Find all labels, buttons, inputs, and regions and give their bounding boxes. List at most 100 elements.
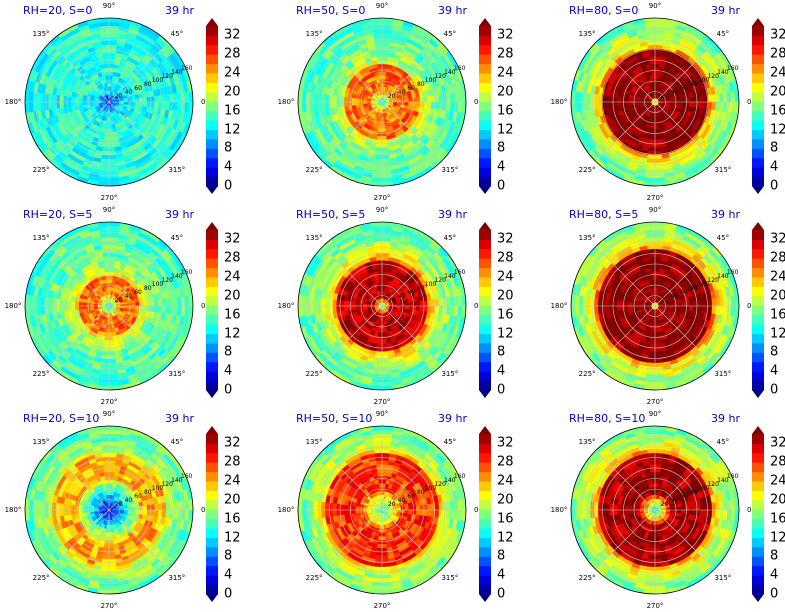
heat-cell — [100, 40, 110, 46]
angular-gridline — [49, 42, 110, 103]
colorbar-segment — [206, 230, 218, 240]
heat-cell — [704, 101, 709, 110]
heat-cell — [101, 248, 110, 254]
heat-cell — [605, 95, 610, 103]
angular-tick-label: 270° — [100, 194, 118, 202]
heat-cell — [597, 101, 603, 110]
angular-tick-label: 135° — [32, 234, 50, 243]
heat-cell — [650, 132, 656, 137]
panel-time: 39 hr — [165, 4, 194, 17]
heat-cell — [51, 298, 57, 307]
heat-cell — [139, 305, 144, 311]
heat-cell — [654, 63, 661, 69]
heat-cell — [373, 158, 383, 164]
heat-cell — [339, 101, 345, 108]
colorbar-tick-label: 8 — [770, 140, 779, 156]
heat-cell — [108, 351, 116, 356]
colorbar-tick-label: 0 — [224, 382, 233, 398]
polar-frame — [297, 17, 467, 187]
colorbar-extend-max — [206, 222, 218, 230]
heat-cell — [66, 101, 72, 108]
heat-cell — [101, 252, 110, 258]
colorbar-extend-max — [752, 18, 764, 26]
heat-cell — [74, 101, 79, 107]
colorbar-tick-label: 16 — [224, 307, 241, 323]
heat-cell — [347, 305, 352, 311]
heat-cell — [59, 95, 64, 103]
colorbar-segment — [752, 120, 764, 131]
heat-cell — [70, 101, 76, 108]
heat-cell — [139, 101, 144, 107]
radial-tick-label: 120 — [434, 73, 446, 80]
radial-tick-label: 160 — [181, 65, 193, 72]
heat-cell — [135, 101, 140, 107]
heat-cell — [381, 40, 391, 46]
heat-cell — [332, 101, 337, 109]
heat-cell — [381, 48, 390, 54]
heat-cell — [108, 286, 112, 292]
heat-cell — [374, 48, 383, 54]
heat-cell — [654, 132, 660, 137]
colorbar-tick-label: 4 — [497, 159, 506, 175]
heat-cell — [59, 101, 64, 109]
heat-cell — [146, 300, 152, 307]
colorbar-segment — [479, 120, 491, 131]
radial-tick-label: 20 — [388, 93, 396, 100]
heat-cell — [647, 48, 656, 54]
heat-cell — [339, 96, 345, 103]
heat-cell — [373, 40, 383, 46]
heat-cell — [415, 96, 421, 103]
heat-cell — [704, 94, 709, 103]
colorbar-tick-label: 32 — [224, 231, 241, 247]
heat-cell — [654, 40, 664, 46]
heat-cell — [108, 52, 116, 57]
heat-cell — [376, 267, 383, 273]
radial-tick-label: 40 — [671, 89, 679, 96]
heat-cell — [654, 154, 663, 160]
heat-cell — [108, 151, 117, 156]
heat-cell — [165, 101, 171, 111]
angular-tick-label: 225° — [32, 369, 50, 378]
radial-tick-label: 80 — [144, 285, 152, 292]
colorbar-segment — [479, 73, 491, 83]
heat-cell — [648, 147, 656, 152]
heat-cell — [347, 101, 352, 107]
radial-tick-label: 40 — [125, 293, 133, 300]
heat-cell — [685, 101, 690, 107]
heat-cell — [601, 94, 607, 103]
heat-cell — [381, 139, 388, 145]
colorbar-extend-max — [479, 18, 491, 26]
heat-cell — [102, 351, 110, 356]
colorbar-segment — [479, 91, 491, 102]
colorbar-segment — [479, 110, 491, 121]
heat-cell — [78, 301, 83, 307]
colorbar-segment — [206, 277, 218, 287]
heat-cell — [108, 82, 112, 88]
angular-tick-label: 315° — [168, 165, 186, 174]
heat-cell — [74, 97, 79, 103]
angular-tick-label: 90° — [648, 2, 662, 10]
heat-cell — [70, 300, 76, 307]
colorbar-segment — [206, 91, 218, 102]
colorbar-tick-label: 4 — [770, 159, 779, 175]
colorbar-segment — [206, 314, 218, 325]
heat-cell — [635, 99, 641, 103]
heat-cell — [25, 90, 30, 103]
heat-cell — [324, 101, 330, 110]
angular-tick-label: 270° — [100, 398, 118, 406]
heat-cell — [419, 300, 425, 307]
heat-cell — [146, 305, 152, 312]
polar-frame — [24, 17, 194, 187]
colorbar — [479, 18, 491, 194]
colorbar-segment — [206, 35, 218, 46]
heat-cell — [108, 336, 114, 341]
radial-tick-label: 40 — [125, 89, 133, 96]
heat-cell — [419, 96, 425, 103]
heat-cell — [108, 71, 114, 76]
heat-cell — [343, 300, 349, 307]
heat-cell — [108, 132, 114, 137]
heat-cell — [616, 101, 622, 108]
heat-cell — [381, 71, 387, 76]
angular-tick-label: 225° — [578, 165, 596, 174]
panel-3: RH=80, S=0 39 hr 20 40 60 80 100 120 140 160 90° 45… — [546, 0, 785, 204]
